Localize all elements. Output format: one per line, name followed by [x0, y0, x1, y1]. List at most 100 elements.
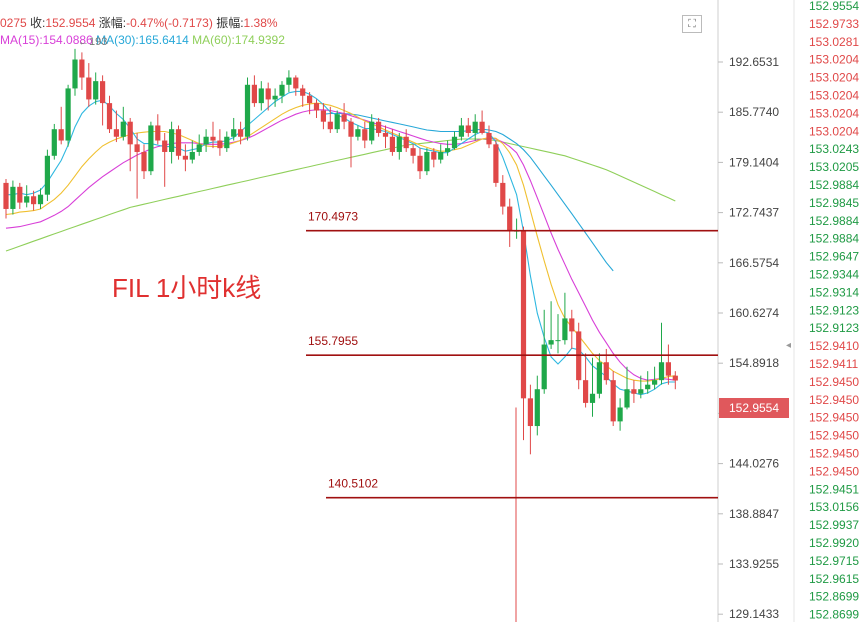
- collapse-arrow-icon[interactable]: ◂: [786, 340, 792, 351]
- candle-body: [665, 362, 671, 376]
- side-price: 152.8699: [809, 590, 859, 604]
- candle-body: [162, 140, 168, 152]
- candle-body: [148, 125, 154, 172]
- candle-body: [389, 136, 395, 152]
- candle-body: [569, 318, 575, 332]
- candle-body: [307, 95, 313, 104]
- side-price: 152.9450: [809, 429, 859, 443]
- side-price: 152.9884: [809, 178, 859, 192]
- candle-body: [548, 340, 554, 345]
- close-label: 收:: [30, 16, 46, 30]
- candle-body: [258, 88, 264, 104]
- candle-body: [279, 84, 285, 96]
- candle-body: [300, 88, 306, 96]
- candle-body: [534, 389, 540, 427]
- candle-body: [527, 398, 533, 427]
- candle-body: [286, 77, 292, 85]
- y-tick-label: 166.5754: [729, 256, 779, 270]
- candle-body: [479, 121, 485, 133]
- candle-body: [451, 136, 458, 149]
- candle-body: [79, 59, 85, 78]
- side-price: 152.9123: [809, 321, 859, 335]
- candle-body: [134, 144, 140, 152]
- candle-body: [327, 121, 333, 130]
- side-price: 152.9410: [809, 339, 859, 353]
- candle-body: [652, 380, 658, 385]
- side-price: 153.0281: [809, 35, 859, 49]
- y-tick-label: 129.1433: [729, 607, 779, 621]
- candle-body: [31, 196, 37, 205]
- side-price: 153.0204: [809, 106, 859, 120]
- y-tick-label: 154.8918: [729, 356, 779, 370]
- side-price: 152.9615: [809, 572, 859, 586]
- y-tick-label: 144.0276: [729, 457, 779, 471]
- candle-body: [251, 84, 257, 104]
- candle-body: [120, 121, 126, 137]
- candle-body: [376, 121, 382, 133]
- side-price: 152.9411: [809, 357, 858, 371]
- candle-body: [465, 125, 471, 133]
- candle-body: [417, 155, 423, 172]
- candle-body: [355, 129, 361, 137]
- change-value: -0.47%(-0.7173): [126, 16, 213, 30]
- candle-body: [348, 121, 354, 137]
- candle-body: [672, 375, 678, 381]
- side-price: 153.0204: [809, 89, 859, 103]
- side-price: 153.0156: [809, 500, 859, 514]
- candle-body: [3, 182, 9, 209]
- ma60-line: [5, 138, 676, 252]
- side-price: 152.8699: [809, 608, 859, 622]
- candle-body: [520, 230, 527, 399]
- candle-body: [486, 132, 492, 145]
- candle-body: [238, 129, 244, 137]
- candle-body: [334, 114, 340, 130]
- side-price: 152.9884: [809, 214, 859, 228]
- ma30-label: MA(30):165.6414: [96, 33, 189, 47]
- y-tick-label: 133.9255: [729, 557, 779, 571]
- candle-body: [217, 140, 223, 149]
- ma15-label: MA(15):154.0886: [0, 33, 93, 47]
- amplitude-label: 振幅:: [216, 16, 244, 30]
- candle-body: [169, 129, 175, 152]
- candle-body: [141, 151, 147, 172]
- candle-body: [438, 151, 444, 160]
- side-price: 152.9451: [809, 482, 859, 496]
- peak-annotation-value: 193: [89, 36, 108, 48]
- support-level-label: 170.4973: [308, 210, 358, 224]
- candle-body: [100, 81, 106, 104]
- candle-body: [93, 81, 99, 100]
- candle-body: [658, 362, 665, 381]
- side-price: 153.0204: [809, 124, 859, 138]
- candle-body: [244, 84, 251, 137]
- candle-body: [589, 393, 596, 403]
- candle-body: [231, 129, 237, 137]
- y-tick-label: 160.6274: [729, 306, 779, 320]
- ma15-line: [5, 109, 676, 381]
- candle-body: [196, 144, 202, 152]
- candle-body: [320, 110, 326, 122]
- side-price: 152.9554: [809, 0, 859, 13]
- candle-body: [403, 136, 409, 149]
- candle-body: [603, 362, 609, 381]
- side-price: 152.9450: [809, 375, 859, 389]
- side-price: 152.9884: [809, 232, 859, 246]
- candle-body: [472, 121, 478, 133]
- candle-body: [341, 114, 347, 122]
- candle-body: [182, 155, 188, 160]
- change-label: 涨幅:: [98, 16, 127, 30]
- side-price: 152.9920: [809, 536, 859, 550]
- fullscreen-icon[interactable]: ⛶: [682, 15, 702, 33]
- candle-body: [293, 77, 299, 89]
- candle-body: [445, 148, 451, 152]
- candle-body: [596, 362, 602, 394]
- ohlc-info-bar: 0275 收:152.9554 涨幅:-0.47%(-0.7173) 振幅:1.…: [0, 14, 278, 31]
- candle-body: [10, 186, 16, 209]
- candle-body: [106, 103, 113, 130]
- candle-body: [37, 194, 44, 205]
- amplitude-value: 1.38%: [243, 16, 278, 30]
- close-value: 152.9554: [45, 16, 96, 30]
- candle-body: [645, 384, 651, 390]
- current-price-tag: 152.9554: [719, 398, 789, 418]
- support-level-label: 140.5102: [328, 477, 378, 491]
